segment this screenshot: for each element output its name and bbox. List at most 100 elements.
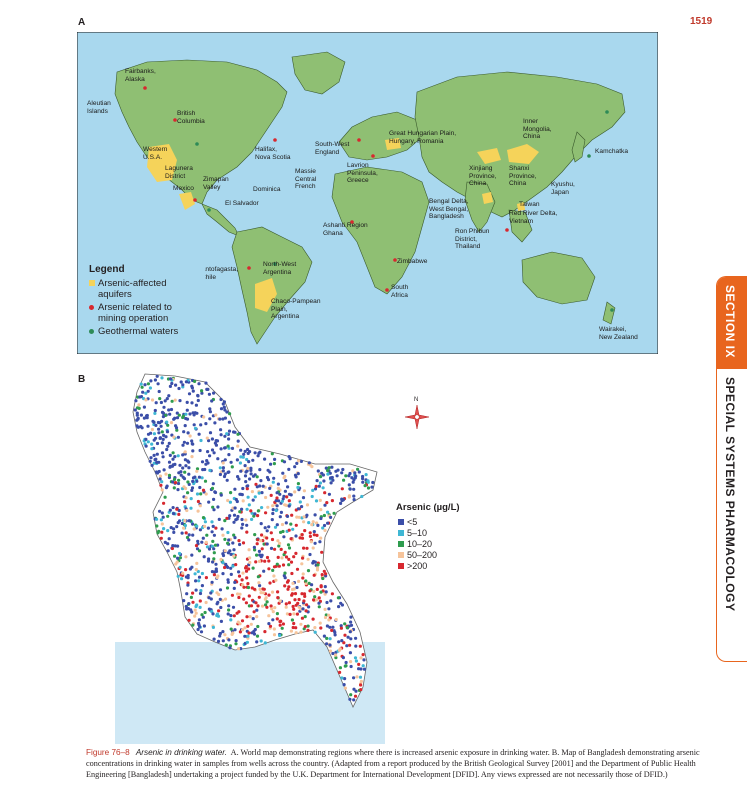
well-sample-dot — [181, 414, 185, 418]
well-sample-dot — [360, 494, 364, 499]
well-sample-dot — [294, 626, 298, 630]
well-sample-dot — [191, 442, 195, 446]
well-sample-dot — [279, 510, 283, 514]
well-sample-dot — [150, 398, 155, 402]
well-sample-dot — [348, 471, 352, 476]
well-sample-dot — [231, 631, 235, 635]
well-sample-dot — [352, 487, 356, 491]
well-sample-dot — [172, 477, 177, 481]
well-sample-dot — [340, 603, 344, 607]
map-label: Chaco-Pampean Plain, Argentina — [271, 298, 321, 320]
well-sample-dot — [328, 643, 332, 647]
well-sample-dot — [305, 603, 309, 607]
well-sample-dot — [255, 475, 259, 479]
well-sample-dot — [233, 536, 237, 540]
well-sample-dot — [257, 559, 262, 563]
well-sample-dot — [255, 553, 259, 557]
well-sample-dot — [255, 640, 259, 644]
well-sample-dot — [287, 455, 291, 459]
legend-row-10-20: 10–20 — [398, 539, 432, 549]
well-sample-dot — [194, 403, 198, 407]
well-sample-dot — [329, 481, 333, 485]
well-sample-dot — [244, 569, 249, 573]
well-sample-dot — [185, 592, 189, 596]
well-sample-dot — [161, 411, 166, 415]
well-sample-dot — [238, 592, 242, 596]
well-sample-dot — [275, 617, 279, 621]
well-sample-dot — [255, 634, 260, 638]
map-label: El Salvador — [225, 200, 259, 207]
well-sample-dot — [183, 470, 187, 474]
well-sample-dot — [195, 469, 199, 473]
well-sample-dot — [228, 412, 232, 416]
well-sample-dot — [341, 498, 345, 502]
well-sample-dot — [233, 580, 237, 584]
well-sample-dot — [361, 480, 365, 484]
well-sample-dot — [208, 431, 213, 435]
well-sample-dot — [310, 465, 314, 469]
well-sample-dot — [241, 499, 245, 503]
map-label: South-West England — [315, 141, 350, 156]
well-sample-dot — [281, 529, 285, 534]
well-sample-dot — [312, 573, 316, 577]
well-sample-dot — [300, 533, 304, 537]
well-sample-dot — [170, 399, 174, 403]
mining-site-marker — [350, 220, 354, 224]
well-sample-dot — [264, 596, 268, 600]
legend-row-5-10: 5–10 — [398, 528, 427, 538]
well-sample-dot — [190, 488, 194, 492]
well-sample-dot — [187, 618, 191, 622]
well-sample-dot — [256, 575, 260, 579]
well-sample-dot — [182, 485, 186, 489]
well-sample-dot — [187, 533, 191, 537]
map-label: Zimapan Valley — [203, 176, 229, 191]
well-sample-dot — [300, 592, 304, 596]
well-sample-dot — [159, 536, 163, 540]
well-sample-dot — [200, 571, 204, 576]
well-sample-dot — [361, 474, 365, 479]
well-sample-dot — [194, 567, 198, 572]
well-sample-dot — [283, 489, 287, 493]
well-sample-dot — [280, 626, 284, 630]
well-sample-dot — [180, 521, 184, 526]
well-sample-dot — [284, 602, 288, 606]
well-sample-dot — [183, 450, 187, 454]
well-sample-dot — [313, 513, 317, 517]
well-sample-dot — [218, 597, 222, 601]
well-sample-dot — [243, 474, 248, 478]
well-sample-dot — [293, 473, 298, 477]
well-sample-dot — [287, 563, 291, 567]
well-sample-dot — [171, 544, 175, 548]
well-sample-dot — [248, 556, 252, 560]
well-sample-dot — [229, 627, 233, 631]
well-sample-dot — [207, 439, 211, 443]
well-sample-dot — [171, 506, 175, 510]
well-sample-dot — [176, 488, 180, 492]
well-sample-dot — [221, 417, 225, 421]
well-sample-dot — [167, 473, 172, 477]
well-sample-dot — [223, 458, 227, 462]
well-sample-dot — [154, 401, 158, 405]
well-sample-dot — [160, 480, 164, 484]
well-sample-dot — [237, 570, 241, 574]
well-sample-dot — [323, 615, 328, 620]
well-sample-dot — [278, 515, 282, 519]
aquifer-swatch — [89, 280, 95, 286]
well-sample-dot — [284, 521, 288, 525]
well-sample-dot — [214, 413, 218, 417]
well-sample-dot — [361, 664, 365, 668]
well-sample-dot — [225, 410, 229, 414]
well-sample-dot — [352, 498, 356, 502]
well-sample-dot — [205, 459, 209, 463]
well-sample-dot — [295, 612, 299, 616]
well-sample-dot — [198, 448, 202, 453]
mining-site-marker — [193, 198, 197, 202]
well-sample-dot — [358, 675, 363, 679]
well-sample-dot — [253, 548, 257, 552]
well-sample-dot — [229, 572, 233, 576]
well-sample-dot — [288, 612, 292, 616]
aquifer-chaco — [255, 278, 277, 312]
well-sample-dot — [207, 500, 211, 504]
well-sample-dot — [158, 509, 162, 513]
well-sample-dot — [247, 548, 251, 552]
